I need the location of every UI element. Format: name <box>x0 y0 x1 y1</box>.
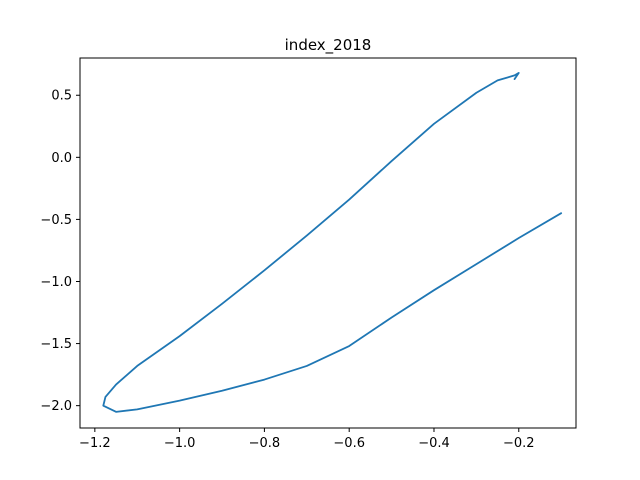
plot-area: −1.2 −1.0 −0.8 −0.6 −0.4 −0.2 0.5 0.0 −0.5 −1.0 −1… <box>40 72 563 451</box>
x-tick-label: −1.2 <box>79 436 111 451</box>
x-tick-label: −0.8 <box>249 436 281 451</box>
x-tick-label: −0.4 <box>418 436 450 451</box>
y-tick-label: −1.0 <box>40 275 72 290</box>
x-tick-label: −1.0 <box>164 436 196 451</box>
y-tick-label: −1.5 <box>40 337 72 352</box>
axes-frame <box>79 57 577 429</box>
y-tick-label: 0.0 <box>51 151 72 166</box>
y-tick-label: −2.0 <box>40 399 72 414</box>
chart-title: index_2018 <box>285 36 372 55</box>
y-tick-label: −0.5 <box>40 213 72 228</box>
x-tick-label: −0.2 <box>503 436 535 451</box>
y-tick-label: 0.5 <box>51 89 72 104</box>
series-line-0 <box>102 72 563 413</box>
x-tick-label: −0.6 <box>333 436 365 451</box>
